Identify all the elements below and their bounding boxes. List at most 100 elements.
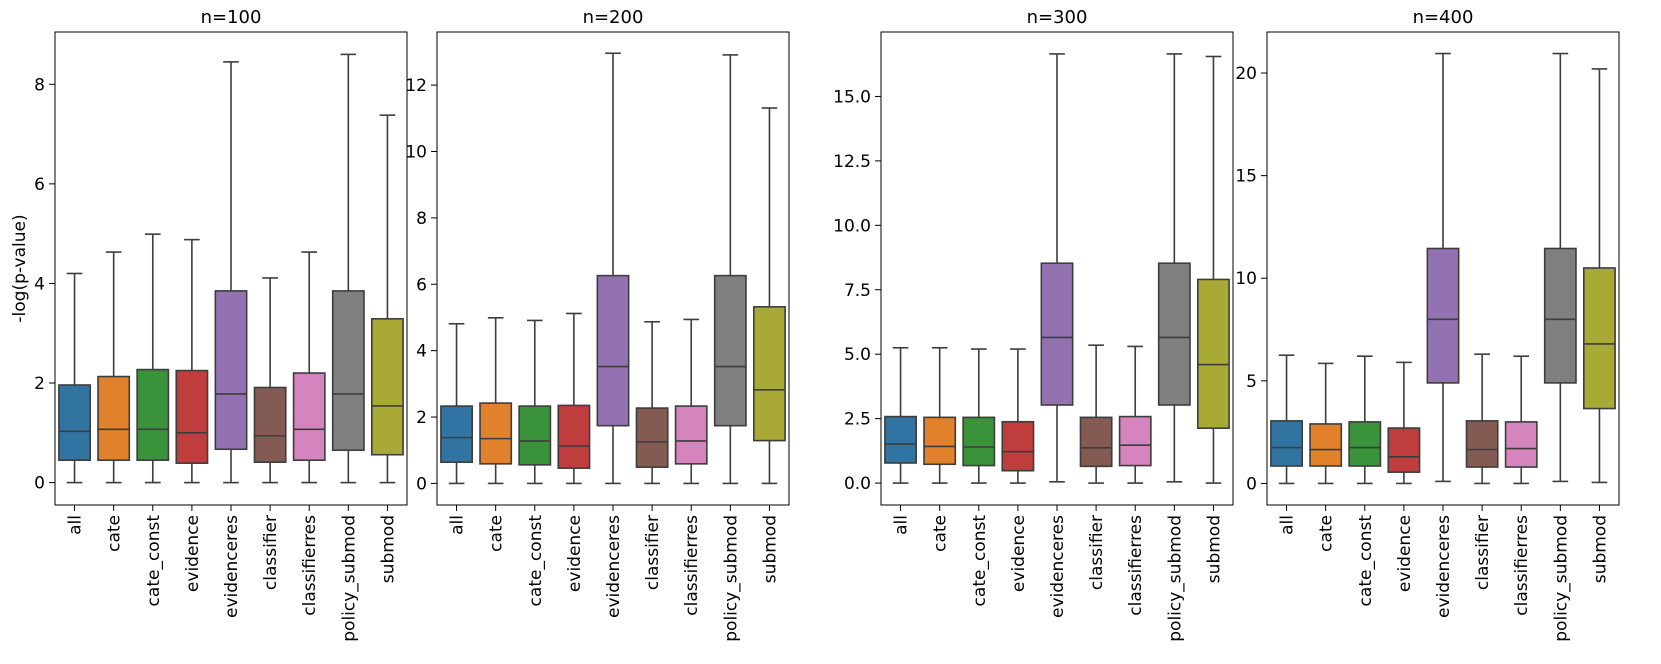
y-tick-label: 8 — [34, 75, 45, 95]
iqr-box — [557, 404, 591, 469]
box-classifier — [1079, 344, 1113, 484]
x-tick-label: evidenceres — [1434, 515, 1454, 618]
box-classifierres — [1504, 355, 1538, 485]
y-tick-label: 2.5 — [844, 410, 871, 430]
x-tick-label: evidence — [1009, 515, 1029, 592]
panel-title: n=100 — [201, 7, 262, 28]
iqr-box — [1197, 278, 1230, 429]
x-tick-label: evidenceres — [604, 515, 624, 618]
x-tick-label: classifier — [1087, 515, 1107, 590]
box-policy_submod — [331, 53, 365, 484]
iqr-box — [1270, 420, 1304, 467]
y-tick-label: 4 — [416, 342, 427, 362]
box-classifier — [635, 320, 669, 485]
x-tick-label: cate — [487, 515, 507, 552]
box-classifierres — [1118, 345, 1152, 484]
box-submod — [370, 114, 404, 484]
iqr-box — [518, 405, 552, 466]
iqr-box — [1157, 262, 1191, 406]
iqr-box — [440, 405, 473, 463]
y-tick-label: 4 — [34, 274, 45, 294]
box-cate — [923, 346, 957, 484]
box-cate — [479, 316, 513, 485]
iqr-box — [713, 274, 747, 427]
plot-frame — [880, 31, 1234, 506]
iqr-box — [596, 274, 630, 427]
panel-title: n=200 — [583, 7, 644, 28]
y-tick-label: 10 — [1235, 269, 1257, 289]
y-tick-label: 15.0 — [833, 87, 871, 107]
x-tick-label: submod — [1590, 515, 1610, 583]
x-tick-label: policy_submod — [721, 515, 741, 642]
iqr-box — [674, 405, 708, 465]
x-tick-label: cate — [1317, 515, 1337, 552]
box-cate_const — [136, 233, 170, 484]
iqr-box — [1079, 416, 1113, 468]
y-tick-label: 8 — [416, 209, 427, 229]
iqr-box — [370, 317, 404, 456]
y-tick-label: 2 — [416, 408, 427, 428]
iqr-box — [1348, 421, 1382, 467]
box-submod — [752, 107, 786, 485]
iqr-box — [1504, 421, 1538, 468]
x-tick-label: classifierres — [1512, 515, 1532, 616]
x-tick-label: evidenceres — [222, 515, 242, 618]
x-tick-label: evidence — [565, 515, 585, 592]
box-policy_submod — [1157, 53, 1191, 483]
x-tick-label: evidenceres — [1048, 515, 1068, 618]
x-tick-label: all — [66, 515, 86, 535]
box-classifier — [253, 277, 287, 484]
box-policy_submod — [1543, 52, 1577, 483]
box-classifierres — [674, 318, 708, 485]
x-tick-label: cate — [105, 515, 125, 552]
iqr-box — [1465, 420, 1499, 468]
panel-2: n=200 0 2 4 6 8 10 12 all cate cate_const evidence e… — [405, 7, 790, 642]
y-tick-label: 0 — [1246, 474, 1257, 494]
box-evidence — [557, 312, 591, 485]
y-axis-label: -log(p-value) — [10, 214, 30, 322]
y-tick-label: 5 — [1246, 372, 1257, 392]
box-all — [58, 272, 91, 484]
iqr-box — [292, 372, 326, 461]
box-cate — [97, 251, 131, 484]
iqr-box — [962, 416, 996, 467]
y-tick-label: 15 — [1235, 167, 1257, 187]
iqr-box — [1040, 262, 1074, 406]
box-evidence — [1001, 348, 1035, 484]
box-all — [1270, 354, 1304, 485]
x-tick-label: all — [892, 515, 912, 535]
x-tick-label: cate_const — [526, 515, 546, 607]
iqr-box — [1001, 420, 1035, 472]
iqr-box — [635, 407, 669, 468]
iqr-box — [884, 415, 918, 464]
iqr-box — [214, 290, 248, 451]
box-all — [884, 346, 918, 484]
iqr-box — [58, 384, 91, 461]
x-tick-label: evidence — [1395, 515, 1415, 592]
panel-title: n=400 — [1413, 7, 1474, 28]
plot-frame — [1266, 31, 1620, 506]
box-classifier — [1465, 353, 1499, 485]
x-tick-label: classifierres — [1126, 515, 1146, 616]
x-tick-label: classifier — [643, 515, 663, 590]
iqr-box — [97, 375, 131, 461]
box-evidence — [1387, 361, 1421, 485]
panel-1: n=100 -log(p-value) 0 2 4 6 8 all cate cate_const… — [10, 7, 408, 642]
y-tick-label: 0 — [34, 474, 45, 494]
iqr-box — [253, 386, 287, 463]
x-tick-label: all — [1278, 515, 1298, 535]
panel-title: n=300 — [1027, 7, 1088, 28]
box-policy_submod — [713, 54, 747, 485]
panel-3: n=300 0.0 2.5 5.0 7.5 10.0 12.5 15.0 all cate cate… — [833, 7, 1234, 642]
y-tick-label: 10 — [405, 142, 427, 162]
box-classifierres — [292, 251, 326, 484]
x-tick-label: cate_const — [144, 515, 164, 607]
box-submod — [1197, 55, 1230, 484]
box-evidenceres — [1426, 52, 1460, 483]
x-tick-label: classifierres — [682, 515, 702, 616]
y-tick-label: 5.0 — [844, 345, 871, 365]
x-tick-label: policy_submod — [339, 515, 359, 642]
iqr-box — [479, 402, 513, 465]
box-evidenceres — [214, 61, 248, 484]
